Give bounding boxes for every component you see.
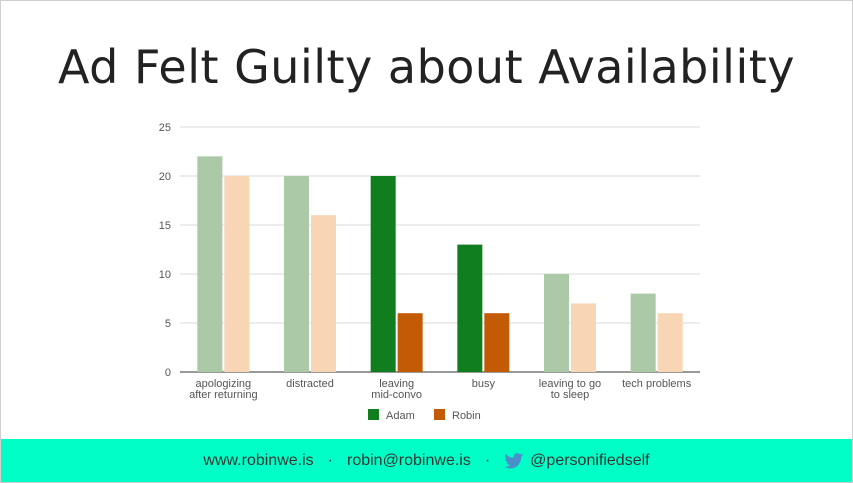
y-tick-label: 15 xyxy=(159,220,171,232)
x-tick-label: to sleep xyxy=(551,389,590,401)
y-tick-label: 5 xyxy=(165,318,171,330)
bar-robin xyxy=(571,303,596,372)
bar-robin xyxy=(484,313,510,372)
bar-adam xyxy=(197,156,223,372)
y-tick-label: 25 xyxy=(159,122,171,134)
x-tick-label: apologizing xyxy=(196,378,252,390)
x-tick-label: after returning xyxy=(189,389,257,401)
twitter-icon xyxy=(504,452,524,468)
email-link[interactable]: robin@robinwe.is xyxy=(346,451,471,469)
footer-separator: · xyxy=(327,451,333,469)
x-tick-label: leaving xyxy=(379,378,414,390)
legend-swatch-adam xyxy=(368,409,379,420)
y-tick-label: 20 xyxy=(159,171,171,183)
slide-title: Ad Felt Guilty about Availability xyxy=(58,40,795,94)
x-tick-label: tech problems xyxy=(622,378,692,390)
legend-label: Adam xyxy=(386,410,415,422)
bar-robin xyxy=(224,176,250,372)
legend-swatch-robin xyxy=(434,409,445,420)
bar-robin xyxy=(657,313,683,372)
bar-adam xyxy=(630,293,656,372)
footer-separator: · xyxy=(484,451,491,469)
y-tick-label: 0 xyxy=(165,367,171,379)
bar-adam xyxy=(544,274,569,372)
twitter-handle-link[interactable]: @personifiedself xyxy=(530,451,650,469)
website-link[interactable]: www.robinwe.is xyxy=(203,451,314,469)
bar-adam xyxy=(370,176,396,372)
x-tick-label: leaving to go xyxy=(539,378,601,390)
bar-robin xyxy=(397,313,423,372)
x-tick-label: busy xyxy=(472,378,496,390)
y-tick-label: 10 xyxy=(159,269,171,281)
x-tick-label: mid-convo xyxy=(371,389,422,401)
x-tick-label: distracted xyxy=(286,378,334,390)
bar-robin xyxy=(311,215,336,372)
bar-adam xyxy=(284,176,309,372)
bar-adam xyxy=(457,244,483,372)
footer-bar: www.robinwe.is · robin@robinwe.is · @per… xyxy=(1,439,852,482)
legend-label: Robin xyxy=(452,410,481,422)
